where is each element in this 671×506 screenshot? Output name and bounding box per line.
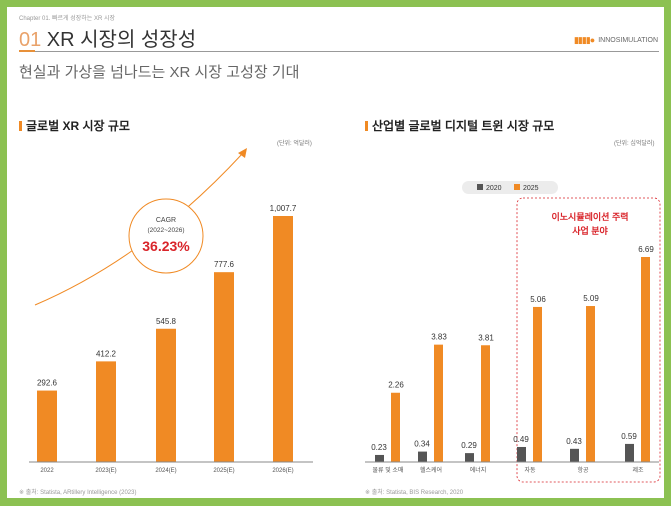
title-text: XR 시장의 성장성: [41, 29, 197, 51]
subtitle: 현실과 가상을 넘나드는 XR 시장 고성장 기대: [19, 64, 300, 81]
bar: [96, 361, 116, 462]
cagr-value: 36.23%: [142, 238, 190, 254]
tick-label: 2022: [40, 468, 54, 474]
data-label: 5.09: [583, 294, 599, 303]
data-label: 292.6: [37, 379, 58, 388]
bar-2025: [641, 257, 650, 462]
bar: [214, 272, 234, 462]
slide: Chapter 01. 빠르게 성장하는 XR 시장 01 XR 시장의 성장성…: [7, 7, 664, 498]
data-label: 6.69: [638, 245, 654, 254]
page-title: 01 XR 시장의 성장성: [19, 23, 196, 52]
bar-2025: [434, 344, 443, 462]
highlight-box: [516, 197, 661, 483]
bar-2025: [391, 392, 400, 462]
left-chart-source: ※ 출처: Statista, ARtillery Intelligence (…: [19, 490, 137, 496]
bar-2020: [517, 446, 526, 462]
data-label: 0.23: [371, 443, 387, 452]
tick-label: 항공: [577, 466, 589, 474]
tick-label: 헬스케어: [420, 466, 442, 474]
bar-2020: [465, 453, 474, 462]
xr-market-chart: 292.6 2022 412.2 2023(E) 545.8 2024(E) 777.6 20…: [29, 148, 661, 483]
tick-label: 2024(E): [155, 468, 176, 474]
tick-label: 물류 및 소매: [373, 466, 404, 474]
data-label: 0.43: [566, 437, 582, 446]
logo: ▮▮▮▮● INNOSIMULATION: [574, 35, 658, 46]
bar: [37, 390, 57, 462]
divider-accent: [19, 50, 35, 52]
legend-label: 2025: [523, 185, 539, 192]
bar-2020: [570, 448, 579, 462]
legend-label: 2020: [486, 185, 502, 192]
data-label: 5.06: [530, 295, 546, 304]
data-label: 1,007.7: [270, 204, 297, 213]
chapter-label: Chapter 01. 빠르게 성장하는 XR 시장: [19, 16, 116, 22]
bar: [156, 328, 176, 462]
data-label: 412.2: [96, 349, 117, 358]
bar: [273, 216, 293, 462]
legend-swatch: [514, 184, 520, 190]
cagr-label: CAGR: [156, 217, 176, 224]
tick-label: 2026(E): [272, 468, 293, 474]
bar-2020: [625, 443, 634, 462]
tick-label: 에너지: [470, 466, 487, 474]
legend-swatch: [477, 184, 483, 190]
data-label: 3.83: [431, 333, 447, 342]
data-label: 2.26: [388, 381, 404, 390]
bar-2020: [375, 454, 384, 462]
tick-label: 2023(E): [95, 468, 116, 474]
data-label: 0.29: [461, 441, 477, 450]
title-number: 01: [19, 29, 42, 51]
data-label: 0.34: [414, 440, 430, 449]
left-chart-title: 글로벌 XR 시장 규모: [19, 117, 130, 134]
highlight-text: 이노시뮬레이션 주력: [551, 211, 628, 222]
tick-label: 자동: [524, 466, 536, 474]
logo-text: INNOSIMULATION: [598, 37, 658, 44]
right-chart-title: 산업별 글로벌 디지털 트윈 시장 규모: [365, 117, 554, 134]
divider: [19, 51, 659, 52]
bar-2020: [418, 451, 427, 462]
cagr-circle: [128, 198, 204, 274]
data-label: 0.49: [513, 435, 529, 444]
bar-2025: [481, 345, 490, 462]
bar-2025: [533, 306, 542, 462]
cagr-period: (2022~2026): [147, 227, 184, 234]
data-label: 777.6: [214, 260, 235, 269]
arrow-head-icon: [238, 148, 247, 158]
data-label: 545.8: [156, 317, 177, 326]
data-label: 0.59: [621, 432, 637, 441]
highlight-text: 사업 분야: [572, 225, 608, 236]
legend-box: [462, 181, 558, 194]
right-chart-unit: (단위: 십억달러): [614, 141, 655, 147]
tick-label: 2025(E): [213, 468, 234, 474]
right-chart-source: ※ 출처: Statista, BIS Research, 2020: [365, 490, 464, 496]
tick-label: 제조: [632, 466, 644, 474]
data-label: 3.81: [478, 333, 494, 342]
bar-2025: [586, 306, 595, 462]
logo-mark-icon: ▮▮▮▮●: [573, 35, 595, 45]
left-chart-unit: (단위: 억달러): [277, 141, 312, 147]
